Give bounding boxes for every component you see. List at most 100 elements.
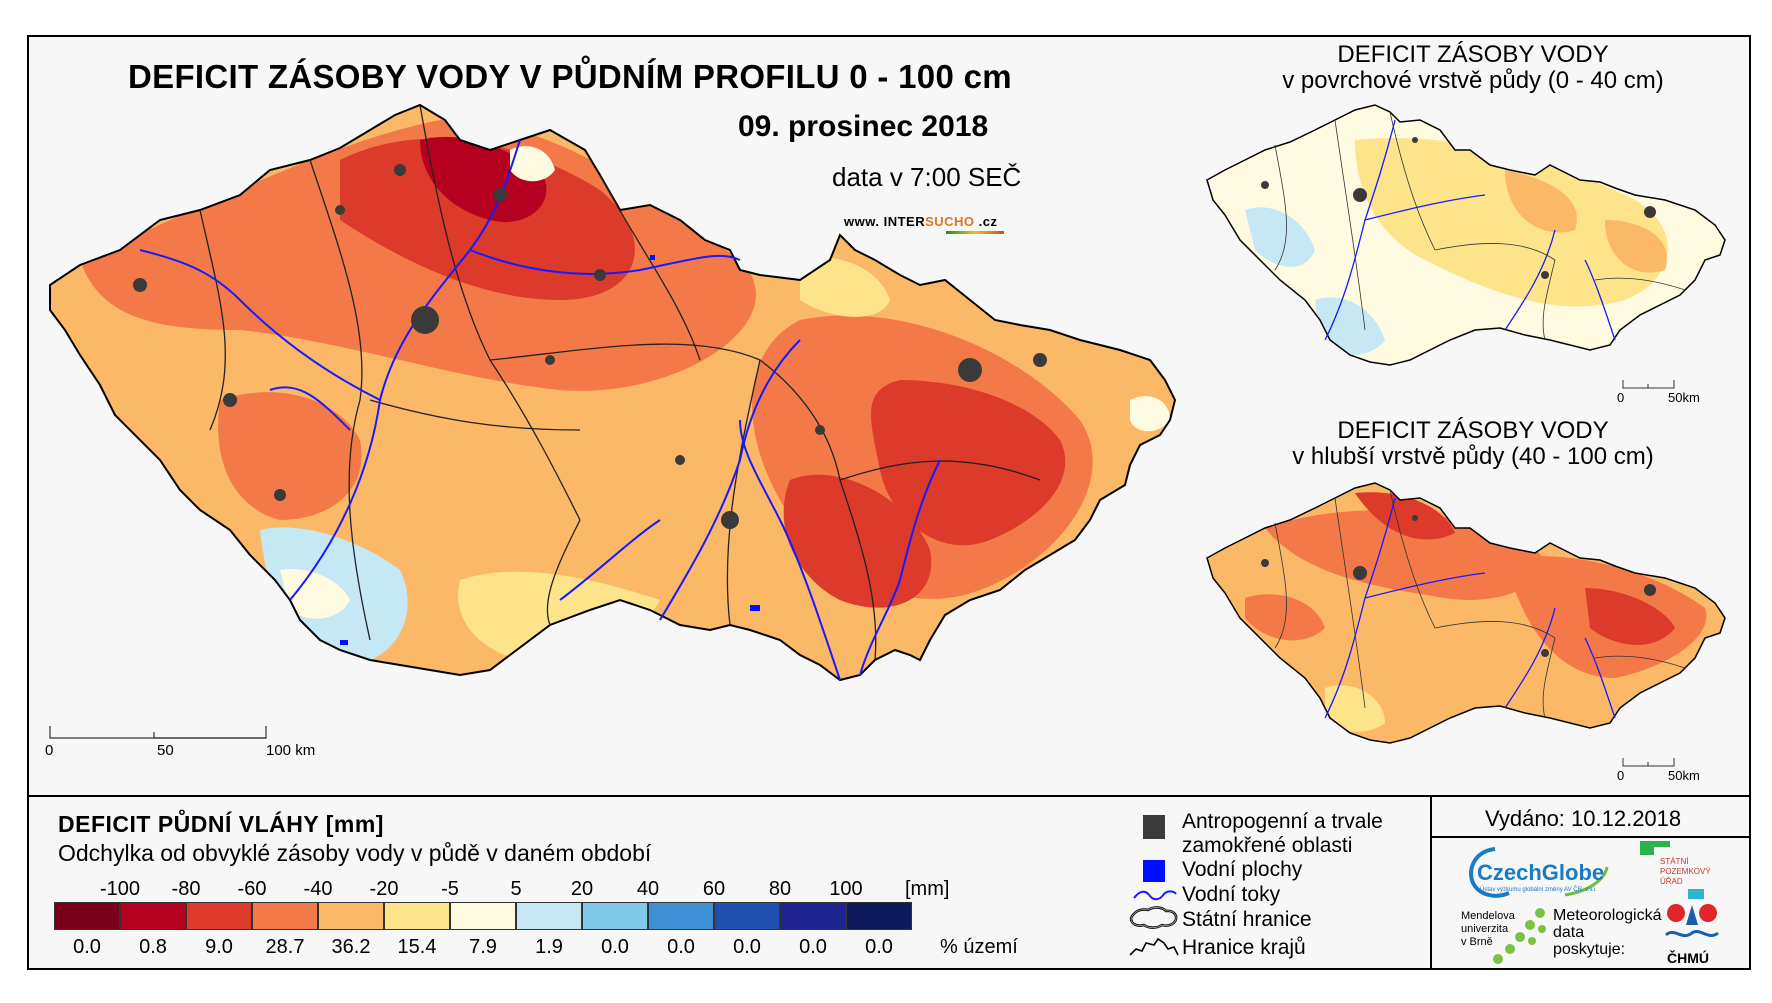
legend-class-label: -80 <box>171 878 201 900</box>
top-inset-map <box>1206 104 1726 366</box>
met-line1: Meteorologická <box>1553 907 1662 924</box>
legend-swatch <box>384 902 450 930</box>
czechglobe-logo-subtitle: Ústav výzkumu globální změny AV ČR, v.v.… <box>1480 887 1597 893</box>
spu-line2: POZEMKOVÝ <box>1660 867 1711 876</box>
legend-swatch <box>252 902 318 930</box>
issued-sub-divider <box>1430 836 1751 838</box>
legend-percent-label: 0.0 <box>667 936 695 958</box>
legend-class-label: 5 <box>510 878 522 900</box>
intersucho-link[interactable]: www. INTERSUCHO .cz <box>844 214 998 229</box>
legend-class-label: 40 <box>636 878 660 900</box>
river-icon <box>1133 890 1177 901</box>
legend-class-label: 100 <box>829 878 863 900</box>
legend-swatch <box>54 902 120 930</box>
main-scale-label-100: 100 km <box>266 742 316 759</box>
chmu-logo-icon <box>1664 889 1719 938</box>
legend-percent-label: 0.0 <box>73 936 101 958</box>
spu-logo-icon <box>1640 841 1670 855</box>
legend-class-label: -5 <box>441 878 459 900</box>
legend-class-label: -40 <box>303 878 333 900</box>
water-bodies-label: Vodní plochy <box>1182 858 1303 881</box>
legend-class-label: 20 <box>570 878 594 900</box>
legend-percent-label: 36.2 <box>331 936 371 958</box>
rivers-label: Vodní toky <box>1182 883 1281 906</box>
legend-class-label: -60 <box>237 878 267 900</box>
legend-divider <box>27 795 1751 797</box>
legend-percent-label: 9.0 <box>205 936 233 958</box>
bottom-inset-scale-bar <box>1622 758 1675 767</box>
top-inset-title-line2: v povrchové vrstvě půdy (0 - 40 cm) <box>1282 67 1664 94</box>
mendel-logo: Mendelova univerzita v Brně <box>1461 910 1521 949</box>
map-date: 09. prosinec 2018 <box>738 110 989 143</box>
czechglobe-logo-icon <box>1469 847 1609 898</box>
legend-percent-label: 0.0 <box>601 936 629 958</box>
mendel-line2: univerzita <box>1461 923 1509 935</box>
water-bodies-swatch <box>1143 860 1165 882</box>
bottom-inset-title-line1: DEFICIT ZÁSOBY VODY <box>1337 417 1609 444</box>
legend-unit: [mm] <box>905 878 950 900</box>
czechglobe-logo: CzechGlobe <box>1477 860 1605 885</box>
legend-percent-label: 0.0 <box>799 936 827 958</box>
met-line2: data <box>1553 924 1585 941</box>
bottom-inset-scale-label-50: 50km <box>1668 768 1700 783</box>
spu-line1: STÁTNÍ <box>1660 857 1689 866</box>
map-title: DEFICIT ZÁSOBY VODY V PŮDNÍM PROFILU 0 -… <box>128 58 1012 95</box>
legend-swatch <box>582 902 648 930</box>
legend-subtitle: Odchylka od obvyklé zásoby vody v půdě v… <box>58 840 652 866</box>
legend-percent-label: 28.7 <box>265 936 305 958</box>
legend-swatch <box>318 902 384 930</box>
legend-swatch <box>648 902 714 930</box>
mendel-line1: Mendelova <box>1461 910 1515 922</box>
region-border-icon <box>1129 937 1179 956</box>
main-scale-bar <box>49 726 267 739</box>
site-suffix: .cz <box>974 214 998 229</box>
legend-percent-label: 0.8 <box>139 936 167 958</box>
legend-percent-unit: % území <box>940 936 1018 958</box>
top-inset-scale-label-0: 0 <box>1617 390 1625 405</box>
legend-percent-label: 0.0 <box>733 936 761 958</box>
data-time: data v 7:00 SEČ <box>832 162 1022 192</box>
legend-percent-label: 1.9 <box>535 936 563 958</box>
legend-swatch <box>846 902 912 930</box>
mendel-line3: v Brně <box>1461 936 1493 948</box>
legend-swatch <box>186 902 252 930</box>
legend-swatch <box>516 902 582 930</box>
legend-class-label: -20 <box>369 878 399 900</box>
region-border-label: Hranice krajů <box>1182 936 1306 959</box>
legend-class-label: -100 <box>99 878 141 900</box>
bottom-inset-scale-label-0: 0 <box>1617 768 1625 783</box>
top-inset-title-line1: DEFICIT ZÁSOBY VODY <box>1337 41 1609 68</box>
top-inset-scale-bar <box>1622 380 1675 389</box>
spu-logo: STÁTNÍ POZEMKOVÝ ÚŘAD <box>1660 857 1720 887</box>
issued-date: Vydáno: 10.12.2018 <box>1485 806 1682 831</box>
legend-percent-label: 15.4 <box>397 936 437 958</box>
main-map <box>49 103 1177 682</box>
legend-swatch <box>780 902 846 930</box>
issued-divider <box>1430 795 1432 970</box>
site-underline <box>946 231 1004 234</box>
state-border-label: Státní hranice <box>1182 908 1312 931</box>
legend-percent-label: 0.0 <box>865 936 893 958</box>
anthropogenic-swatch <box>1143 815 1165 839</box>
meteo-data-text: Meteorologická data poskytuje: <box>1553 907 1662 958</box>
chmu-logo: ČHMÚ <box>1667 950 1709 966</box>
site-highlight: SUCHO <box>925 214 975 229</box>
bottom-inset-map <box>1206 482 1726 744</box>
legend-swatch <box>120 902 186 930</box>
bottom-inset-title: DEFICIT ZÁSOBY VODY v hlubší vrstvě půdy… <box>1233 418 1713 470</box>
anthropogenic-label-line1: Antropogenní a trvale <box>1182 810 1383 833</box>
main-scale-label-50: 50 <box>157 742 174 759</box>
mendel-logo-dots-icon <box>1493 908 1546 964</box>
main-scale-label-0: 0 <box>45 742 54 759</box>
legend-class-label: 60 <box>702 878 726 900</box>
site-prefix: www. INTER <box>844 214 926 229</box>
legend-title: DEFICIT PŮDNÍ VLÁHY [mm] <box>58 811 384 837</box>
legend-swatch <box>450 902 516 930</box>
bottom-inset-title-line2: v hlubší vrstvě půdy (40 - 100 cm) <box>1292 443 1654 470</box>
state-border-icon <box>1129 906 1178 929</box>
legend-swatch <box>714 902 780 930</box>
spu-line3: ÚŘAD <box>1660 877 1683 886</box>
met-line3: poskytuje: <box>1553 941 1626 958</box>
legend-class-label: 80 <box>768 878 792 900</box>
top-inset-title: DEFICIT ZÁSOBY VODY v povrchové vrstvě p… <box>1233 42 1713 94</box>
